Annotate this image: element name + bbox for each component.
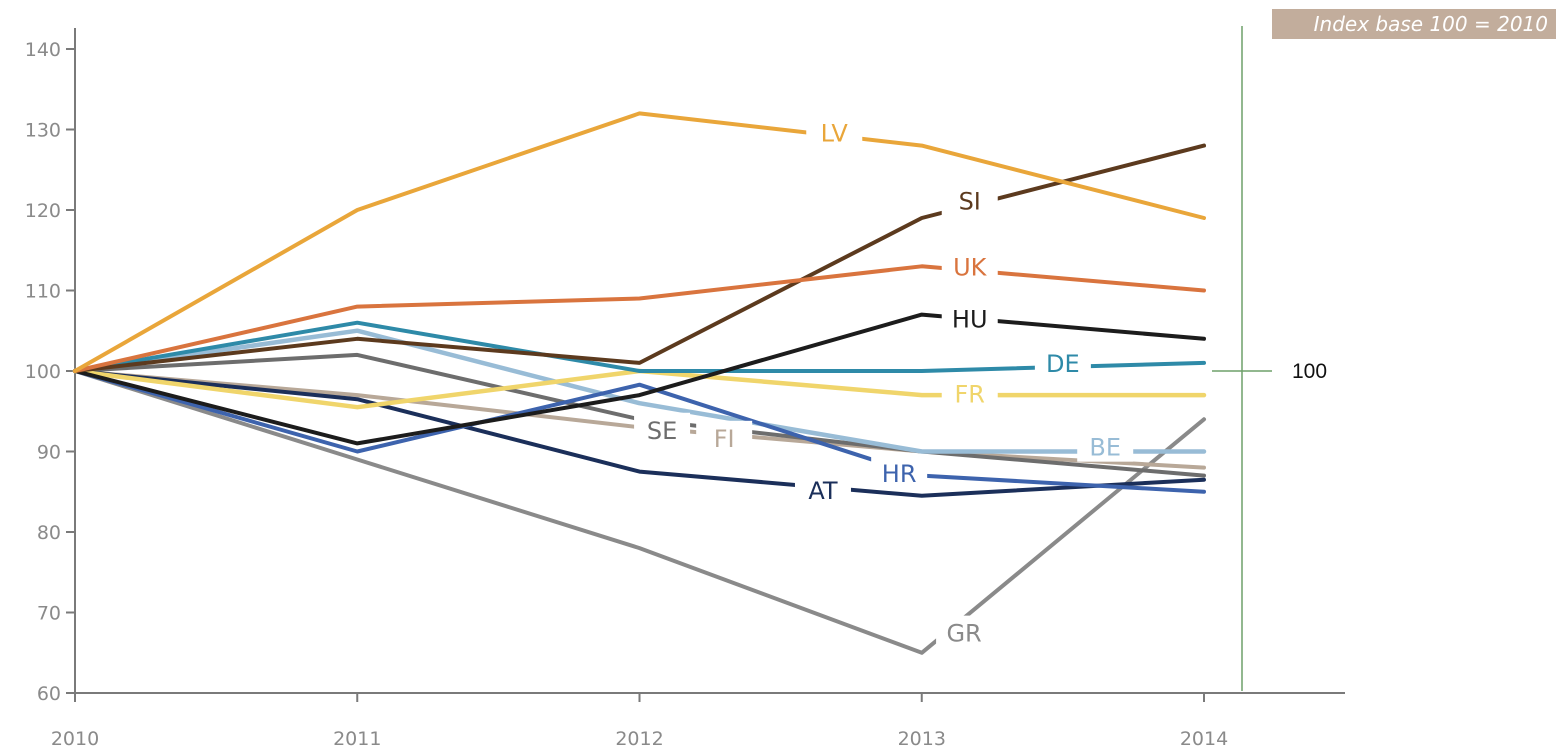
series-line-be xyxy=(72,328,1207,454)
series-line-gr xyxy=(73,369,1206,655)
series-label-be: BE xyxy=(1089,434,1121,462)
x-tick-label: 2013 xyxy=(898,728,946,749)
y-tick-label: 80 xyxy=(37,522,61,544)
series-label-bg xyxy=(696,420,753,453)
series-label-bg xyxy=(1077,429,1134,462)
y-tick-label: 100 xyxy=(25,361,61,383)
series-label-bg xyxy=(936,615,993,648)
series-label-hr: HR xyxy=(882,460,917,488)
series-label-fr: FR xyxy=(954,381,984,409)
y-tick-label: 70 xyxy=(37,603,61,625)
series-line-de xyxy=(73,320,1206,373)
series-label-de: DE xyxy=(1046,350,1080,378)
series-label-hu: HU xyxy=(952,306,988,334)
axes: 60 70 80 90 100 110 120 130 140 2010 2011 2012 2013 2… xyxy=(25,26,1345,749)
x-tick-label: 2012 xyxy=(615,728,663,749)
series-label-fi: FI xyxy=(714,425,735,453)
series-label-bg xyxy=(1034,345,1091,378)
series-line-si xyxy=(73,143,1206,373)
series-label-bg xyxy=(806,115,863,148)
series-label-at: AT xyxy=(808,477,838,505)
series-label-bg xyxy=(941,183,998,216)
y-tick-label: 140 xyxy=(25,39,61,61)
series-label-bg xyxy=(941,249,998,282)
series-line-at xyxy=(73,369,1206,498)
series-line-hu xyxy=(73,312,1206,446)
index-base-badge xyxy=(1272,9,1556,39)
series-label-bg xyxy=(941,301,998,334)
series-label-uk: UK xyxy=(953,253,988,281)
series-line-lv xyxy=(73,111,1206,373)
series-label-gr: GR xyxy=(946,620,981,648)
y-tick-label: 120 xyxy=(25,200,61,222)
x-tick-label: 2014 xyxy=(1180,728,1228,749)
series-label-bg xyxy=(941,376,998,409)
series-lines xyxy=(72,111,1207,655)
x-tick-label: 2011 xyxy=(333,728,381,749)
index-base-text: Index base 100 = 2010 xyxy=(1313,12,1548,36)
y-tick-label: 110 xyxy=(25,281,61,303)
y-tick-label: 90 xyxy=(37,442,61,464)
series-label-si: SI xyxy=(959,187,981,215)
series-line-hr xyxy=(73,369,1206,494)
x-tick-label: 2010 xyxy=(51,728,99,749)
series-labels: GR FI SE BE AT HR FR DE HU SI UK LV xyxy=(634,115,1134,648)
series-label-bg xyxy=(871,456,928,489)
series-line-uk xyxy=(73,264,1206,373)
y-tick-label: 60 xyxy=(37,683,61,705)
series-label-bg xyxy=(634,412,691,445)
reference-line-label: 100 xyxy=(1292,360,1328,383)
series-label-bg xyxy=(794,473,851,506)
series-label-se: SE xyxy=(647,417,677,445)
series-label-lv: LV xyxy=(821,120,849,148)
y-tick-label: 130 xyxy=(25,120,61,142)
